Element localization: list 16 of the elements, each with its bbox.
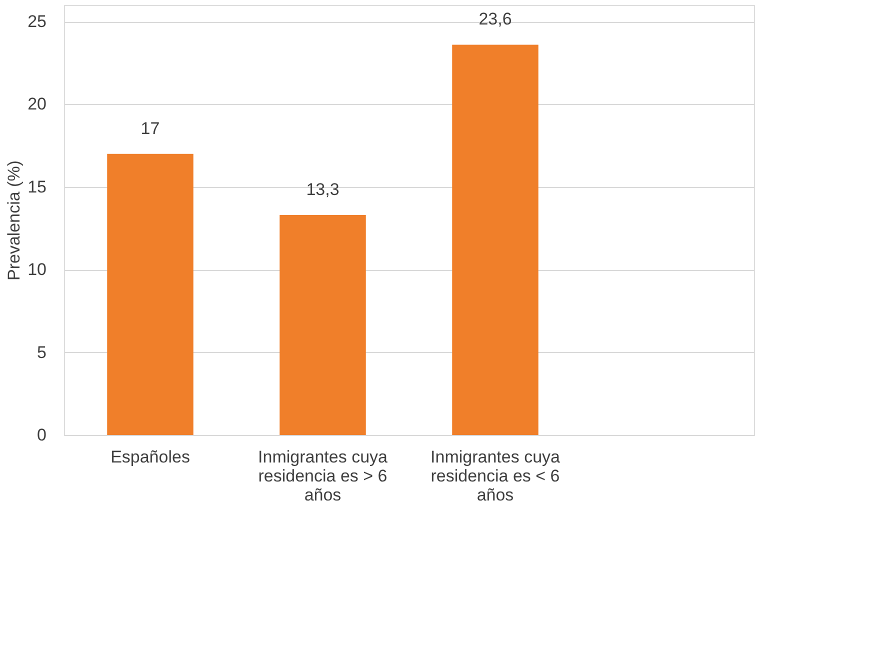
y-tick-label: 20 [28,94,46,114]
y-tick-label: 0 [37,426,46,444]
x-tick-label: Españoles [110,448,190,466]
y-tick-label: 25 [28,12,46,32]
bar [452,44,538,435]
data-label: 23,6 [478,10,512,29]
data-label: 13,3 [306,180,340,200]
y-tick-label: 10 [28,260,46,280]
x-tick-label: Inmigrantes cuya residencia es > 6 años [258,448,388,504]
y-tick-label: 15 [28,177,46,196]
y-tick-label: 5 [37,342,46,362]
x-tick-label: Inmigrantes cuya residencia es < 6 años [430,448,561,504]
data-label: 17 [140,118,160,138]
bar [280,215,366,435]
bar [107,154,194,435]
y-axis-title: Prevalencia (%) [4,160,24,280]
